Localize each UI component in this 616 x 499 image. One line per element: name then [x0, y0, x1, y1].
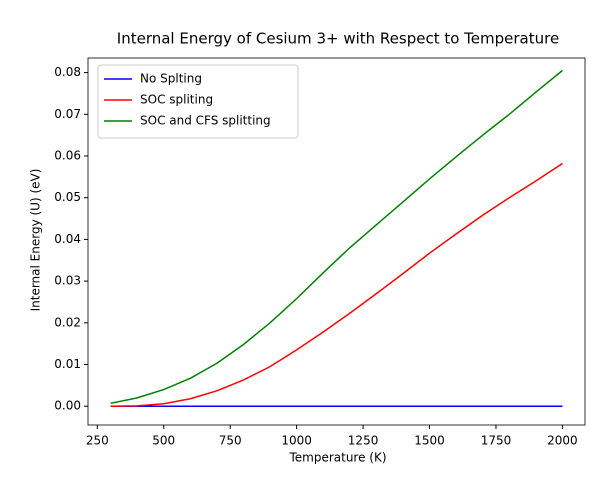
legend-label: SOC and CFS splitting	[140, 114, 271, 128]
x-tick-label: 1500	[414, 434, 445, 448]
x-tick-label: 500	[152, 434, 175, 448]
x-tick-label: 1000	[281, 434, 312, 448]
x-tick-label: 750	[219, 434, 242, 448]
legend-label: SOC spliting	[140, 93, 213, 107]
y-tick-label: 0.00	[54, 399, 81, 413]
x-tick-label: 1750	[481, 434, 512, 448]
chart-title: Internal Energy of Cesium 3+ with Respec…	[117, 30, 559, 48]
y-tick-label: 0.04	[54, 232, 81, 246]
legend-label: No Splting	[140, 72, 202, 86]
y-tick-label: 0.01	[54, 357, 81, 371]
x-tick-label: 1250	[348, 434, 379, 448]
y-tick-label: 0.06	[54, 149, 81, 163]
series-line	[110, 69, 563, 405]
y-axis-label: Internal Energy (U) (eV)	[29, 169, 43, 312]
y-tick-label: 0.02	[54, 315, 81, 329]
y-tick-label: 0.05	[54, 190, 81, 204]
plot-frame	[87, 57, 586, 426]
x-tick-label: 2000	[547, 434, 578, 448]
legend-box	[97, 64, 299, 139]
x-tick-label: 250	[86, 434, 109, 448]
y-tick-label: 0.08	[54, 65, 81, 79]
series-line	[110, 162, 563, 407]
y-tick-label: 0.03	[54, 274, 81, 288]
y-tick-label: 0.07	[54, 107, 81, 121]
x-axis-label: Temperature (K)	[288, 451, 386, 465]
